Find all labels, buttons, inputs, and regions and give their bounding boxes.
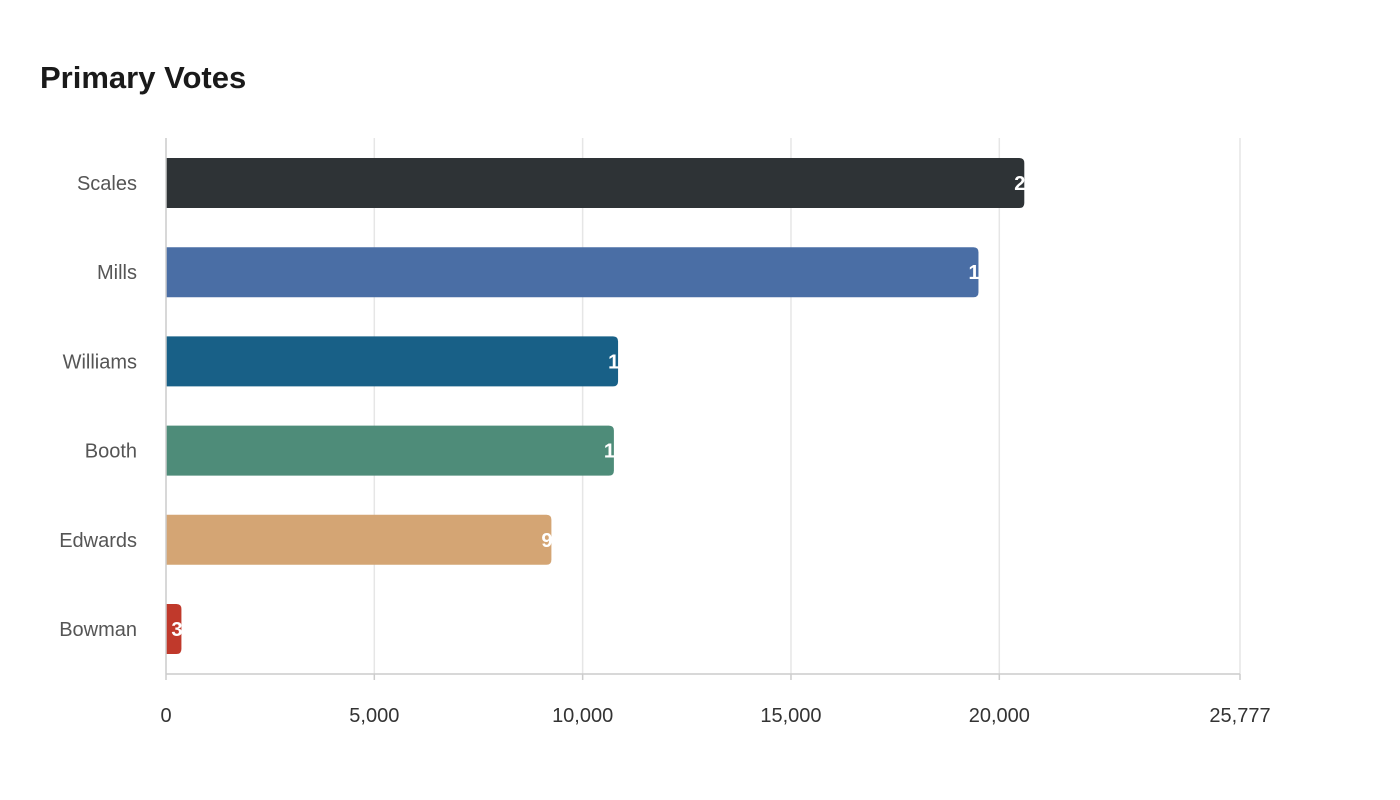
x-tick-label: 15,000 bbox=[760, 705, 821, 727]
grid-lines bbox=[373, 138, 1241, 674]
bars bbox=[166, 158, 1025, 654]
category-label: Mills bbox=[97, 262, 137, 284]
chart-title: Primary Votes bbox=[40, 60, 247, 95]
category-label: Scales bbox=[77, 173, 137, 195]
bar-value-label: 3 bbox=[171, 619, 182, 641]
x-tick-label: 5,000 bbox=[349, 705, 399, 727]
labels: Scales 2 Mills 1 Williams 1 Booth 1 Edwards 9 Bowm… bbox=[59, 173, 1025, 641]
x-tick-label: 0 bbox=[160, 705, 171, 727]
axes: 0 5,000 10,000 15,000 20,000 25,777 bbox=[160, 138, 1271, 727]
category-label: Williams bbox=[63, 351, 137, 373]
category-label: Booth bbox=[85, 441, 137, 463]
bar-value-label: 2 bbox=[1014, 173, 1025, 195]
bar-edwards bbox=[166, 514, 552, 565]
bar-bowman bbox=[166, 604, 182, 654]
x-tick-label: 20,000 bbox=[969, 705, 1030, 727]
bar-booth bbox=[166, 425, 614, 476]
bar-value-label: 1 bbox=[968, 262, 979, 284]
bar-value-label: 9 bbox=[541, 530, 552, 552]
bar-scales bbox=[166, 158, 1025, 208]
category-label: Bowman bbox=[59, 619, 137, 641]
bar-value-label: 1 bbox=[604, 441, 615, 463]
category-label: Edwards bbox=[59, 530, 137, 552]
bar-williams bbox=[166, 336, 619, 387]
x-tick-label: 25,777 bbox=[1209, 705, 1270, 727]
bar-value-label: 1 bbox=[608, 351, 619, 373]
x-tick-label: 10,000 bbox=[552, 705, 613, 727]
bar-mills bbox=[166, 247, 979, 298]
